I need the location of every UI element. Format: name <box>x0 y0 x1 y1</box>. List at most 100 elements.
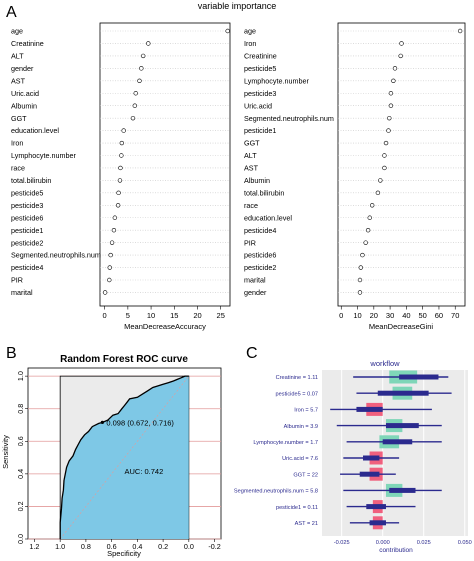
roc-y-tick-label: 0.6 <box>16 436 25 446</box>
gini-point <box>360 252 365 258</box>
gini-variable-label: pesticide3 <box>244 89 276 98</box>
accuracy-point <box>112 215 118 220</box>
gini-point <box>365 228 371 233</box>
gini-variable-label: Segmented.neutrophils.num <box>244 114 334 123</box>
gini-variable-label: pesticide4 <box>244 226 276 235</box>
gini-variable-label: education.level <box>244 213 292 222</box>
panel-a-left-points <box>102 28 230 295</box>
gini-point <box>382 165 387 171</box>
gini-point <box>388 91 394 96</box>
accuracy-variable-label: education.level <box>11 126 59 135</box>
gini-x-tick-label: 70 <box>451 311 459 320</box>
accuracy-point <box>108 252 113 258</box>
panel-a-right-x-axis: 0 10 20 30 40 50 60 70 <box>339 306 459 320</box>
accuracy-variable-label: marital <box>11 288 33 297</box>
accuracy-point <box>116 190 121 196</box>
panel-b-diagonal <box>59 375 190 540</box>
accuracy-point <box>117 178 123 183</box>
gini-point <box>367 215 372 220</box>
distribution-box <box>382 439 413 445</box>
accuracy-variable-label: Uric.acid <box>11 89 39 98</box>
accuracy-point <box>137 78 142 84</box>
distribution-box <box>389 487 416 493</box>
distribution-box <box>356 406 383 412</box>
gini-point <box>358 265 363 270</box>
distribution-box <box>377 390 429 396</box>
gini-point <box>363 240 368 245</box>
accuracy-point <box>139 66 144 71</box>
panel-label-c: C <box>246 345 258 362</box>
contribution-variable-label: pesticide1 = 0.11 <box>276 505 318 511</box>
distribution-box <box>399 374 439 380</box>
accuracy-point <box>121 128 126 133</box>
panel-a-right-variable-labels: age Iron Creatinine pesticide5 Lymphocyte.nu… <box>244 27 334 297</box>
gini-variable-label: race <box>244 201 258 210</box>
panel-a-right-points <box>357 28 463 295</box>
gini-variable-label: gender <box>244 288 267 297</box>
accuracy-variable-label: gender <box>11 64 34 73</box>
roc-x-tick-label: 0.6 <box>107 542 117 551</box>
accuracy-point <box>119 153 124 158</box>
gini-x-tick-label: 0 <box>339 311 343 320</box>
gini-variable-label: pesticide5 <box>244 64 276 73</box>
gini-variable-label: pesticide1 <box>244 126 276 135</box>
accuracy-point <box>146 41 151 46</box>
panel-b-best-threshold-point <box>100 420 104 424</box>
panel-b-ylabel: Sensitivity <box>1 435 10 469</box>
gini-point <box>457 28 463 34</box>
accuracy-variable-label: Iron <box>11 139 23 148</box>
contribution-variable-label: Uric.acid = 7.6 <box>282 456 318 462</box>
accuracy-x-tick-label: 25 <box>217 311 225 320</box>
gini-variable-label: pesticide6 <box>244 251 276 260</box>
panel-b-best-threshold-label: 0.098 (0.672, 0.716) <box>106 418 174 427</box>
gini-point <box>392 66 398 71</box>
panel-a-title: variable importance <box>198 1 277 11</box>
gini-variable-label: total.bilirubin <box>244 188 284 197</box>
panel-a-left-gridlines <box>100 30 230 293</box>
accuracy-point <box>140 53 146 59</box>
panel-a-right-frame <box>337 22 466 307</box>
panel-c-x-axis: -0.025 0.000 0.025 0.050 <box>334 540 472 546</box>
roc-y-tick-label: 1.0 <box>16 371 25 381</box>
panel-a-right-gridlines <box>338 30 465 293</box>
accuracy-variable-label: AST <box>11 76 26 85</box>
gini-variable-label: GGT <box>244 139 260 148</box>
panel-a-left-frame <box>99 22 231 307</box>
panel-b-auc-area <box>60 376 189 539</box>
accuracy-variable-label: PIR <box>11 276 23 285</box>
accuracy-point <box>102 290 108 295</box>
accuracy-point <box>130 115 136 121</box>
panel-b-roc-curve <box>59 375 189 539</box>
roc-y-tick-label: 0.2 <box>16 501 25 511</box>
contribution-variable-label: Iron = 5.7 <box>294 408 318 414</box>
distribution-box <box>359 471 380 477</box>
contribution-variable-label: AST = 21 <box>295 521 318 527</box>
gini-point <box>383 140 389 146</box>
accuracy-variable-label: GGT <box>11 114 27 123</box>
contribution-variable-label: Segmented.neutrophils.num = 5.8 <box>234 489 318 495</box>
contribution-variable-label: GGT = 22 <box>293 472 318 478</box>
roc-x-tick-label: 1.0 <box>55 542 65 551</box>
gini-variable-label: Albumin <box>244 176 270 185</box>
panel-a-left-xlabel: MeanDecreaseAccuracy <box>124 322 206 331</box>
gini-point <box>387 115 392 121</box>
gini-point <box>357 277 363 283</box>
gini-variable-label: ALT <box>244 151 257 160</box>
accuracy-variable-label: pesticide5 <box>11 188 43 197</box>
contribution-variable-label: Lymphocyte.number = 1.7 <box>253 440 318 446</box>
accuracy-x-tick-label: 20 <box>193 311 201 320</box>
accuracy-variable-label: total.bilirubin <box>11 176 51 185</box>
roc-x-tick-label: 0.0 <box>184 542 194 551</box>
roc-x-tick-label: 0.2 <box>158 542 168 551</box>
roc-x-tick-label: 0.4 <box>132 542 142 551</box>
gini-variable-label: marital <box>244 276 266 285</box>
accuracy-x-tick-label: 10 <box>147 311 155 320</box>
panel-c-title: workflow <box>369 359 400 368</box>
accuracy-variable-label: ALT <box>11 52 24 61</box>
gini-point <box>388 103 394 108</box>
accuracy-variable-label: Segmented.neutrophils.num <box>11 251 101 260</box>
accuracy-x-tick-label: 5 <box>126 311 130 320</box>
roc-x-tick-label: 1.2 <box>29 542 39 551</box>
gini-point <box>357 290 363 295</box>
